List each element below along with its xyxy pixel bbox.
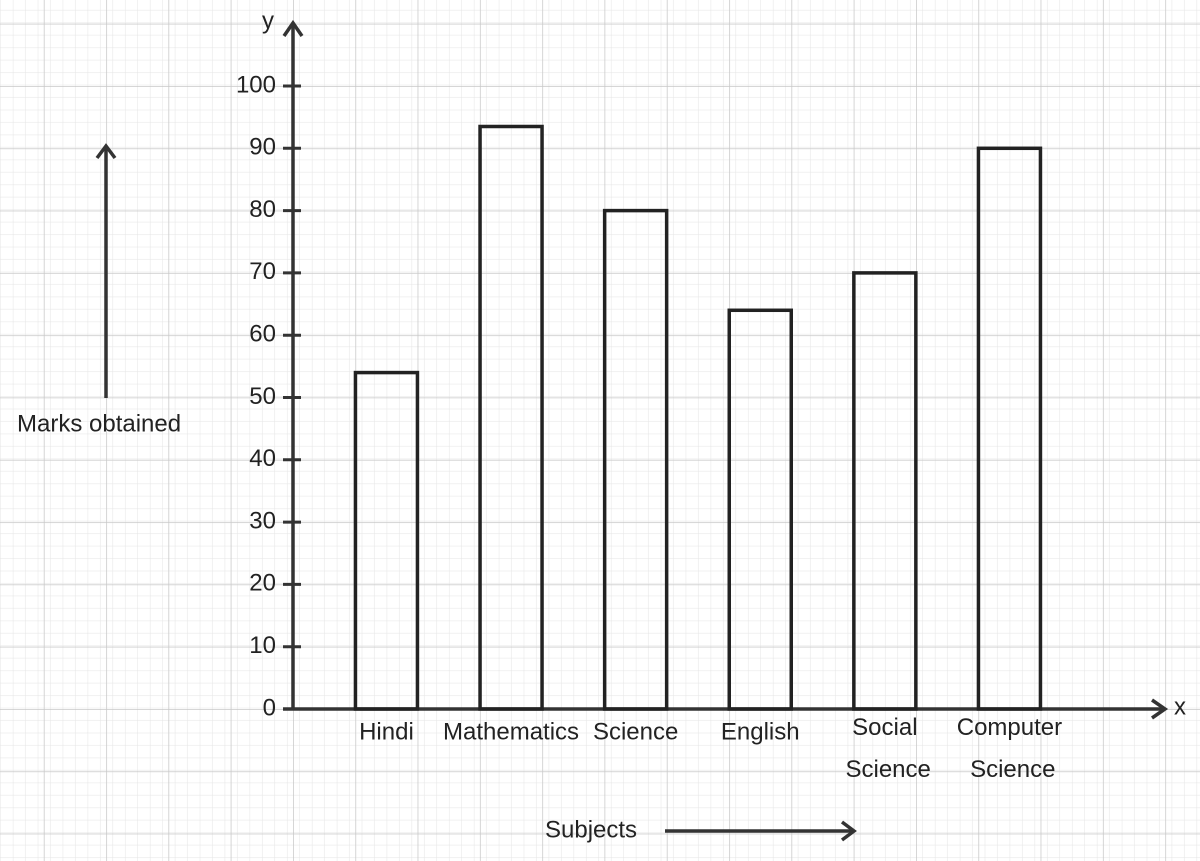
x-tick-label: Science: [593, 718, 678, 745]
bar: [353, 370, 420, 711]
y-axis-symbol: y: [262, 7, 274, 34]
bar: [976, 146, 1043, 711]
y-tick-label: 20: [249, 570, 276, 597]
y-tick-label: 70: [249, 258, 276, 285]
x-arrow: [1151, 698, 1169, 720]
x-tick-label: Hindi: [359, 718, 414, 745]
ylabel-arrowhead: [95, 143, 117, 160]
y-tick-label: 100: [236, 71, 276, 98]
x-tick-label: Mathematics: [443, 718, 579, 745]
x-tick-label: Computer Science: [957, 714, 1062, 783]
x-tick-label: English: [721, 718, 800, 745]
y-axis-label: Marks obtained: [17, 410, 181, 437]
y-arrow: [282, 19, 304, 37]
bar: [602, 208, 669, 711]
x-axis-symbol: x: [1174, 693, 1186, 720]
y-tick-label: 80: [249, 196, 276, 223]
x-tick-label: Social Science: [839, 714, 931, 783]
bar: [852, 271, 918, 711]
y-tick-label: 0: [263, 694, 276, 721]
y-tick-label: 90: [249, 134, 276, 161]
y-tick-label: 40: [249, 445, 276, 472]
y-tick-label: 30: [249, 507, 276, 534]
bar: [478, 124, 544, 711]
bar: [727, 308, 793, 711]
y-tick-label: 50: [249, 383, 276, 410]
y-tick-label: 60: [249, 321, 276, 348]
x-axis-label: Subjects: [545, 816, 637, 843]
xlabel-arrowhead: [840, 820, 857, 842]
y-tick-label: 10: [249, 632, 276, 659]
